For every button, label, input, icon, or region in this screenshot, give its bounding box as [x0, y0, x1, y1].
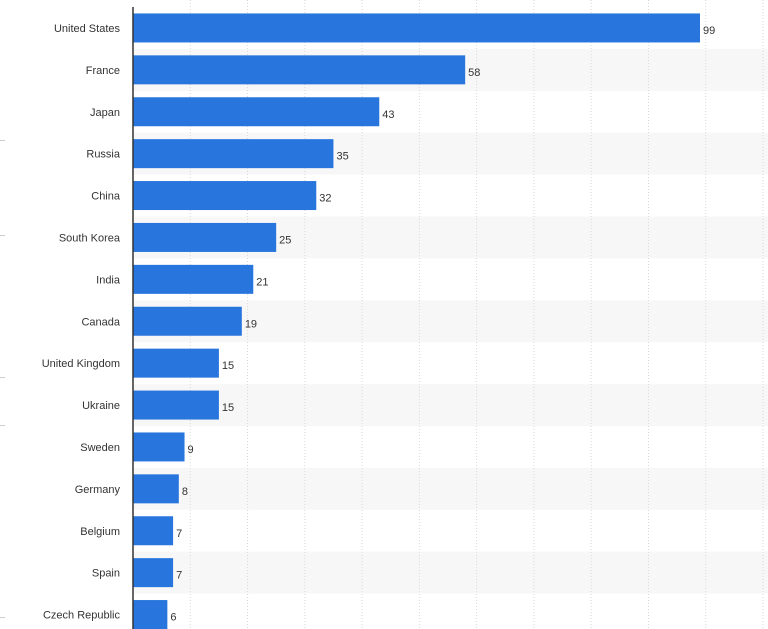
category-label: United States [54, 23, 121, 35]
value-label: 21 [256, 276, 268, 288]
bar-germany [133, 474, 179, 504]
value-label: 32 [319, 193, 331, 205]
value-label: 99 [703, 25, 715, 37]
bar-sweden [133, 432, 185, 462]
bar-united-kingdom [133, 348, 219, 378]
bar-south-korea [133, 222, 277, 252]
frame-edge-mark [0, 617, 5, 618]
category-label: India [96, 274, 121, 286]
bar-india [133, 264, 254, 294]
category-label: France [86, 65, 120, 77]
bars [133, 13, 700, 629]
bar-united-states [133, 13, 700, 43]
category-label: United Kingdom [42, 358, 120, 370]
value-label: 25 [279, 234, 291, 246]
bar-china [133, 181, 317, 211]
category-label: South Korea [59, 232, 121, 244]
category-labels: United States France Japan Russia China South… [42, 23, 121, 622]
frame-edge-mark [0, 377, 5, 378]
category-label: Ukraine [82, 400, 120, 412]
row-band [133, 467, 768, 510]
category-label: Canada [81, 316, 120, 328]
row-band [133, 551, 768, 594]
value-label: 8 [182, 486, 188, 498]
category-label: Japan [90, 107, 120, 119]
bar-belgium [133, 516, 174, 546]
value-label: 15 [222, 402, 234, 414]
frame-edge-mark [0, 235, 5, 236]
bar-spain [133, 558, 174, 588]
value-label: 43 [382, 109, 394, 121]
category-label: Russia [86, 149, 121, 161]
bar-russia [133, 139, 334, 169]
bar-canada [133, 306, 242, 336]
value-label: 7 [176, 528, 182, 540]
value-label: 7 [176, 570, 182, 582]
category-label: China [91, 191, 121, 203]
value-label: 6 [170, 612, 176, 624]
value-label: 15 [222, 360, 234, 372]
category-label: Sweden [80, 442, 120, 454]
category-label: Belgium [80, 526, 120, 538]
value-label: 9 [188, 444, 194, 456]
bar-ukraine [133, 390, 219, 420]
value-label: 58 [468, 67, 480, 79]
category-label: Spain [92, 568, 120, 580]
value-labels: 99 58 43 35 32 25 21 19 15 15 9 8 7 7 6 [170, 25, 715, 624]
frame-edge-mark [0, 425, 5, 426]
bar-czech-republic [133, 600, 168, 629]
bar-japan [133, 97, 380, 127]
value-label: 19 [245, 318, 257, 330]
frame-edge-mark [0, 140, 5, 141]
value-label: 35 [336, 151, 348, 163]
bar-france [133, 55, 466, 85]
category-label: Germany [75, 484, 121, 496]
category-label: Czech Republic [43, 610, 121, 622]
row-band [133, 384, 768, 426]
